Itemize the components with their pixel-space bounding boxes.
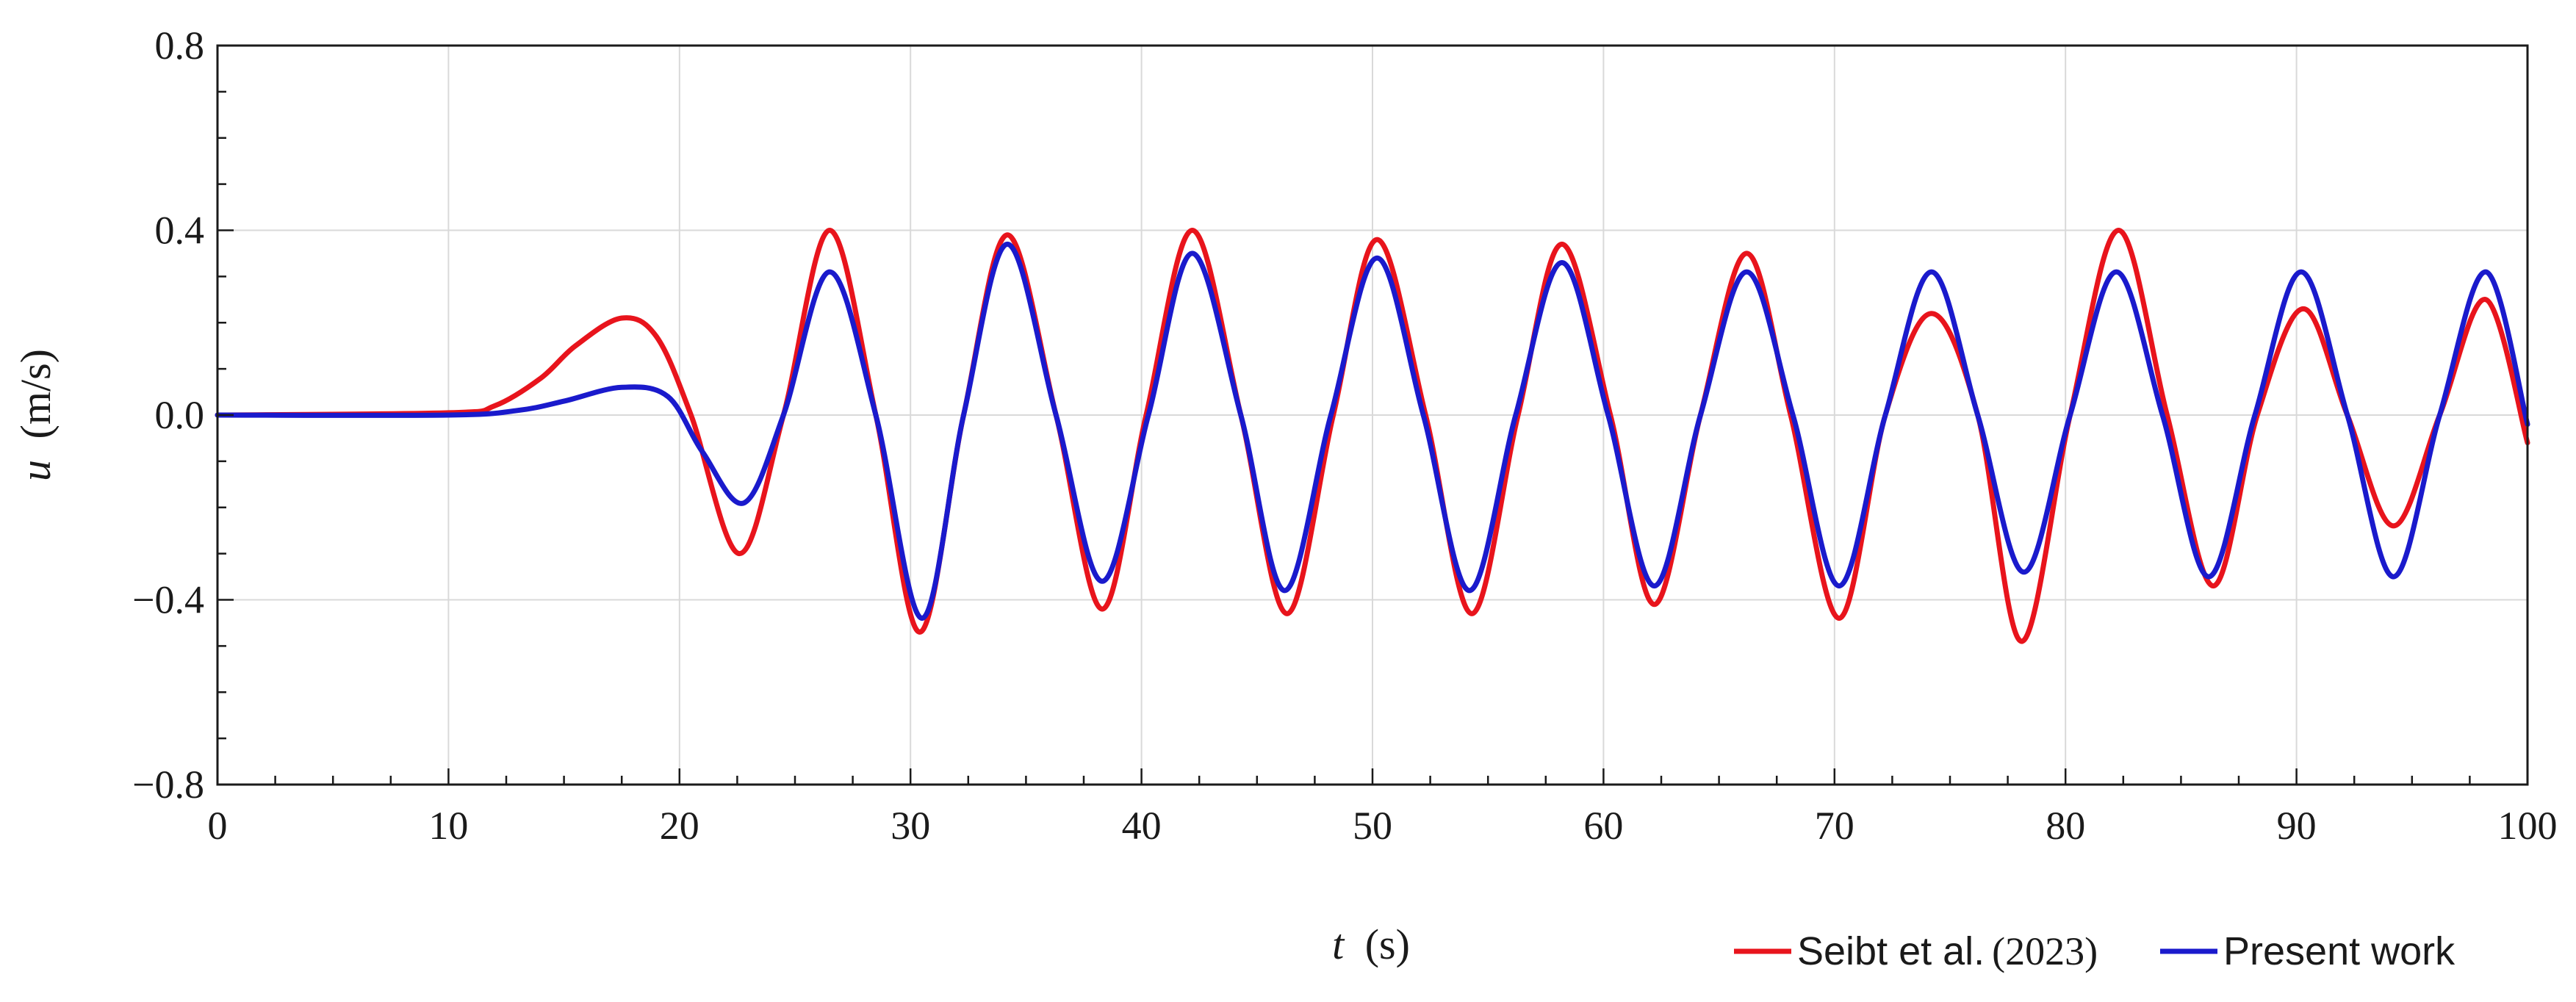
- y-tick-label: −0.8: [132, 763, 204, 807]
- axis-ticks: [216, 44, 2529, 786]
- x-tick-label: 0: [208, 804, 228, 848]
- y-tick-label: 0.0: [155, 393, 205, 437]
- x-axis-unit: (s): [1365, 920, 1410, 968]
- x-tick-label: 60: [1583, 804, 1623, 848]
- x-tick-label: 20: [660, 804, 699, 848]
- x-tick-label: 70: [1815, 804, 1854, 848]
- y-tick-label: 0.4: [155, 209, 205, 253]
- grid-lines: [217, 46, 2528, 785]
- series-layer: [215, 228, 2530, 644]
- y-axis-unit: (m/s): [12, 349, 60, 439]
- series-line-present-work: [215, 241, 2530, 621]
- legend-label-seibt-year: (2023): [1992, 929, 2098, 973]
- x-tick-label: 100: [2498, 804, 2558, 848]
- tick-labels: 0 10 20 30 40 50 60 70 80 90 100 −0.8 −0.4 0.0 0.4 0.8: [132, 24, 2557, 848]
- x-axis-label: t (s): [1332, 920, 1410, 968]
- x-tick-label: 50: [1353, 804, 1392, 848]
- legend-label-seibt-name: Seibt et al.: [1797, 929, 1985, 973]
- x-axis-var: t: [1332, 920, 1345, 968]
- legend-label-present: Present work: [2223, 929, 2456, 973]
- legend: Seibt et al. (2023) Present work: [1734, 929, 2456, 973]
- y-tick-label: −0.4: [132, 578, 204, 622]
- x-tick-label: 10: [428, 804, 468, 848]
- x-tick-label: 80: [2046, 804, 2085, 848]
- series-line-seibt: [215, 228, 2530, 644]
- x-tick-label: 90: [2277, 804, 2317, 848]
- y-tick-label: 0.8: [155, 24, 205, 68]
- y-axis-label: u (m/s): [12, 349, 60, 481]
- y-axis-var: u: [12, 460, 60, 481]
- x-tick-label: 30: [891, 804, 930, 848]
- x-tick-label: 40: [1122, 804, 1162, 848]
- legend-label-seibt: Seibt et al. (2023): [1797, 929, 2098, 973]
